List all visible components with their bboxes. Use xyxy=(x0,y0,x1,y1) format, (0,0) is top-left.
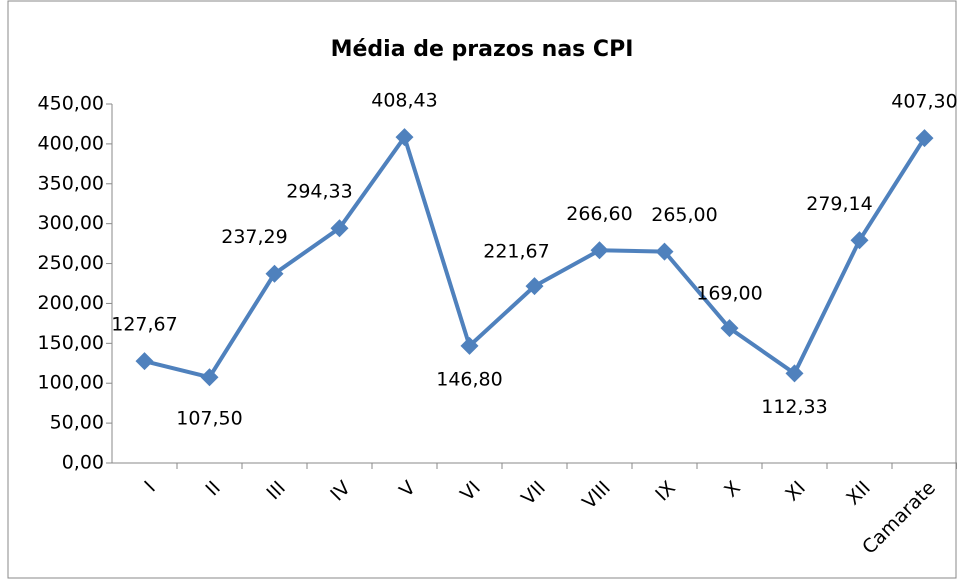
y-tick-label: 300,00 xyxy=(38,212,104,234)
data-label: 107,50 xyxy=(176,408,242,430)
data-label: 407,30 xyxy=(891,91,957,113)
marker xyxy=(655,242,674,261)
data-label: 146,80 xyxy=(436,368,502,390)
marker xyxy=(200,368,219,387)
y-tick-label: 0,00 xyxy=(62,452,104,474)
marker xyxy=(395,128,414,147)
data-label: 266,60 xyxy=(566,203,632,225)
y-tick-label: 100,00 xyxy=(38,372,104,394)
y-tick-label: 50,00 xyxy=(50,412,104,434)
marker xyxy=(460,336,479,355)
chart-title: Média de prazos nas CPI xyxy=(331,37,634,62)
data-label: 237,29 xyxy=(221,226,287,248)
data-label: 221,67 xyxy=(483,241,549,263)
y-tick-label: 400,00 xyxy=(38,132,104,154)
marker xyxy=(265,264,284,283)
data-label: 294,33 xyxy=(286,181,352,203)
marker xyxy=(850,231,869,250)
marker xyxy=(330,219,349,238)
y-tick-label: 450,00 xyxy=(38,93,104,115)
data-label: 408,43 xyxy=(371,90,437,112)
marker xyxy=(590,241,609,260)
marker xyxy=(720,319,739,338)
data-label: 112,33 xyxy=(761,396,827,418)
marker xyxy=(525,277,544,296)
marker xyxy=(915,129,934,148)
marker xyxy=(785,364,804,383)
data-label: 127,67 xyxy=(111,314,177,336)
y-tick-label: 350,00 xyxy=(38,172,104,194)
y-tick-label: 150,00 xyxy=(38,332,104,354)
chart-frame xyxy=(7,0,957,579)
y-tick-label: 250,00 xyxy=(38,252,104,274)
data-label: 169,00 xyxy=(696,283,762,305)
marker xyxy=(135,352,154,371)
y-tick-label: 200,00 xyxy=(38,292,104,314)
data-label: 265,00 xyxy=(651,204,717,226)
data-label: 279,14 xyxy=(806,193,872,215)
